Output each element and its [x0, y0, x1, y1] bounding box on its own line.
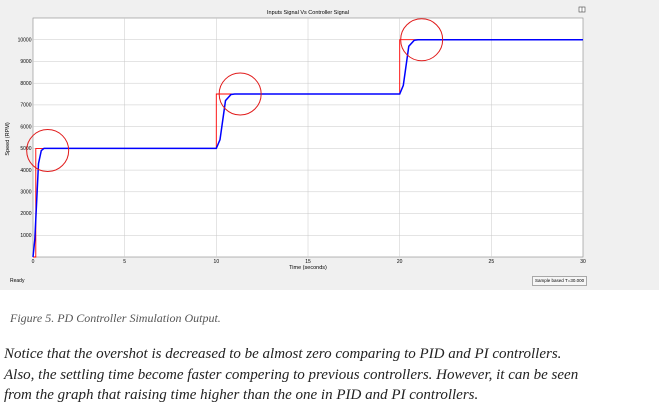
annotation-circle	[218, 72, 262, 116]
sample-based-readout: Sample based T=30.000	[532, 276, 588, 286]
paragraph-line: Notice that the overshot is decreased to…	[4, 346, 562, 362]
x-tick-label: 10	[214, 259, 220, 265]
status-text: Ready	[10, 278, 25, 284]
sample-based-label: Sample based	[535, 278, 564, 283]
tick-labels: 0 5 10 15 20 25 30 1000 2000 3000 4000 5000 6000 7000…	[18, 37, 586, 265]
scope-panel-icon[interactable]	[578, 6, 586, 13]
y-tick-label: 10000	[18, 37, 32, 43]
x-tick-label: 20	[397, 259, 403, 265]
y-tick-label: 7000	[20, 103, 31, 109]
input-signal-line	[33, 39, 583, 258]
x-tick-label: 30	[580, 259, 586, 265]
y-tick-label: 5000	[20, 146, 31, 152]
x-tick-label: 25	[489, 259, 495, 265]
figure-caption: Figure 5. PD Controller Simulation Outpu…	[10, 311, 221, 325]
x-tick-label: 15	[305, 259, 311, 265]
y-tick-label: 1000	[20, 233, 31, 239]
x-tick-label: 5	[123, 259, 126, 265]
y-axis-label: Speed (RPM)	[5, 122, 11, 155]
scope-plot: Inputs Signal Vs Controller Signal 0 5 10 1…	[5, 6, 586, 271]
x-tick-label: 0	[32, 259, 35, 265]
annotation-circles	[26, 18, 444, 173]
series-lines	[32, 38, 583, 258]
y-tick-label: 3000	[20, 190, 31, 196]
annotation-circle	[26, 129, 70, 173]
x-axis-label: Time (seconds)	[289, 265, 327, 271]
paragraph-line: from the graph that raising time higher …	[4, 387, 479, 403]
y-tick-label: 6000	[20, 124, 31, 130]
scope-window: Inputs Signal Vs Controller Signal 0 5 10 1…	[0, 0, 659, 290]
status-bar: Ready Sample based T=30.000	[0, 276, 659, 288]
body-paragraph: Notice that the overshot is decreased to…	[4, 344, 659, 406]
y-tick-label: 4000	[20, 168, 31, 174]
y-tick-label: 2000	[20, 211, 31, 217]
y-tick-label: 9000	[20, 59, 31, 65]
plot-title: Inputs Signal Vs Controller Signal	[267, 10, 349, 16]
annotation-circle	[400, 18, 444, 62]
paragraph-line: Also, the settling time become faster co…	[4, 366, 579, 383]
time-readout: T=30.000	[564, 278, 585, 283]
controller-signal-line	[32, 38, 583, 258]
y-tick-label: 8000	[20, 81, 31, 87]
grid	[33, 18, 583, 257]
